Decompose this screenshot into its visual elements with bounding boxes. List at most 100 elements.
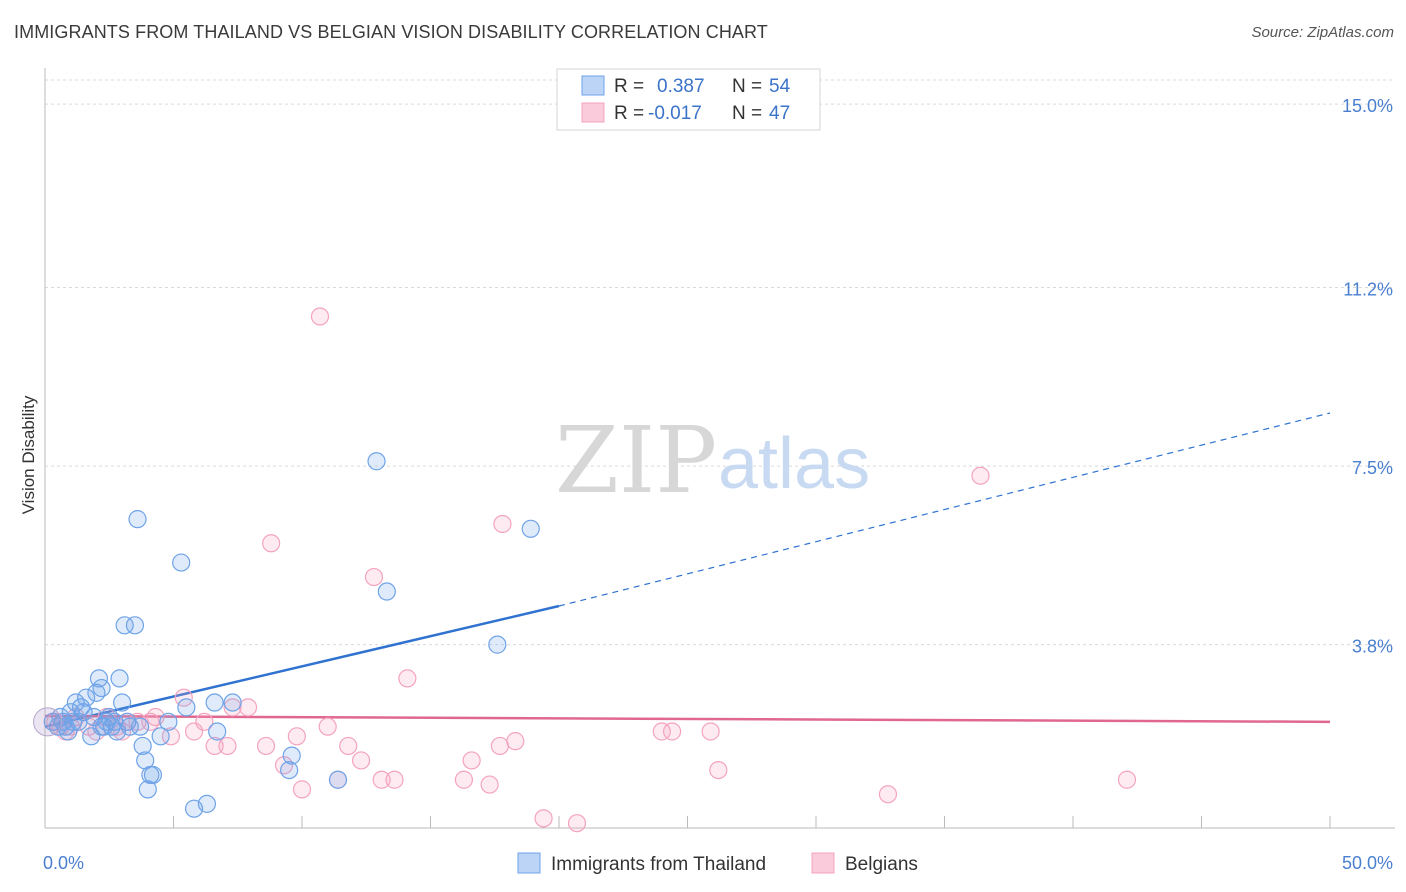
point-thailand <box>367 452 386 471</box>
point-thailand <box>172 553 191 572</box>
point-thailand <box>53 712 73 731</box>
series-swatch-thailand <box>517 852 541 874</box>
point-belgians <box>709 760 728 780</box>
watermark-atlas: atlas <box>718 424 870 504</box>
point-belgians <box>218 736 237 756</box>
point-belgians <box>567 814 587 833</box>
point-belgians <box>480 775 499 794</box>
point-belgians <box>534 809 553 828</box>
point-belgians <box>971 466 990 485</box>
point-belgians <box>490 736 509 756</box>
point-thailand <box>151 727 170 746</box>
point-belgians <box>274 756 294 775</box>
y-tick-label: 15.0% <box>1342 96 1393 116</box>
point-thailand <box>120 717 139 736</box>
point-thailand <box>133 736 152 756</box>
point-belgians <box>238 698 258 717</box>
chart-title: IMMIGRANTS FROM THAILAND VS BELGIAN VISI… <box>14 22 768 42</box>
point-thailand <box>143 765 163 785</box>
point-belgians <box>339 736 358 756</box>
point-thailand <box>136 751 155 770</box>
point-thailand <box>328 770 348 789</box>
point-thailand <box>521 519 540 538</box>
legend-swatch-belgians <box>581 102 605 123</box>
y-axis-label: Vision Disability <box>19 395 38 514</box>
point-belgians <box>506 732 525 751</box>
source-label: Source: ZipAtlas.com <box>1251 24 1394 41</box>
watermark-zip: ZIP <box>555 407 717 514</box>
point-belgians <box>462 751 481 770</box>
point-thailand <box>177 698 196 717</box>
point-thailand <box>130 717 150 736</box>
point-belgians <box>223 698 242 717</box>
point-belgians <box>195 712 214 731</box>
point-belgians <box>662 722 682 741</box>
series-swatch-belgians <box>811 852 835 874</box>
point-belgians <box>493 514 512 534</box>
trend-lines <box>44 412 1331 728</box>
point-belgians <box>372 770 391 789</box>
point-thailand <box>138 780 157 799</box>
point-thailand <box>92 678 111 698</box>
legend-n-label-belgians: N = <box>732 103 762 124</box>
point-thailand <box>377 582 396 601</box>
point-thailand <box>208 722 227 741</box>
point-thailand <box>205 693 224 712</box>
point-belgians <box>161 727 181 746</box>
point-thailand <box>125 616 145 635</box>
y-tick-label: 11.2% <box>1343 280 1393 300</box>
data-points <box>33 307 1137 833</box>
point-thailand <box>115 616 134 635</box>
point-belgians <box>262 534 281 553</box>
axes: 3.8% 7.5% 11.2% 15.0% 0.0% 50.0% <box>43 68 1395 873</box>
point-thailand <box>71 698 91 717</box>
point-belgians <box>318 717 337 736</box>
point-thailand <box>110 669 129 688</box>
point-belgians <box>310 307 330 326</box>
point-thailand <box>282 746 301 765</box>
point-thailand <box>488 635 507 654</box>
point-belgians <box>205 736 224 756</box>
point-belgians <box>385 770 404 789</box>
point-belgians <box>701 722 720 741</box>
point-thailand <box>59 722 78 741</box>
legend-r-value-belgians: -0.017 <box>648 103 702 124</box>
y-tick-label: 3.8% <box>1352 637 1393 657</box>
point-thailand <box>66 693 85 712</box>
legend-swatch-thailand <box>581 75 605 96</box>
series-label-belgians: Belgians <box>845 854 918 875</box>
series-legend: Immigrants from Thailand Belgians <box>517 852 918 875</box>
point-belgians <box>352 751 371 770</box>
point-belgians <box>292 780 312 799</box>
legend-n-label-thailand: N = <box>732 76 762 97</box>
point-thailand <box>223 693 242 712</box>
point-thailand <box>64 712 83 731</box>
point-cluster <box>33 707 63 737</box>
trend-line-thailand-extension <box>558 412 1331 607</box>
point-thailand <box>77 688 96 707</box>
series-label-thailand: Immigrants from Thailand <box>551 854 766 875</box>
y-tick-label: 7.5% <box>1352 458 1393 478</box>
gridlines <box>45 79 1395 646</box>
point-belgians <box>107 717 127 736</box>
legend-n-value-thailand: 54 <box>769 76 791 97</box>
point-belgians <box>878 785 898 804</box>
trend-line-belgians <box>44 714 1331 724</box>
point-belgians <box>141 712 160 731</box>
point-belgians <box>398 669 417 688</box>
legend-r-label-thailand: R = <box>614 76 644 97</box>
x-tick-label: 0.0% <box>43 853 84 873</box>
point-belgians <box>652 722 671 741</box>
watermark: ZIP atlas <box>555 407 870 514</box>
point-belgians <box>256 736 276 756</box>
stats-legend: R = 0.387 N = 54 R = -0.017 N = 47 <box>556 68 821 131</box>
point-thailand <box>159 712 178 731</box>
point-thailand <box>128 510 147 529</box>
x-tick-label: 50.0% <box>1342 853 1393 873</box>
point-thailand <box>280 760 299 780</box>
point-thailand <box>92 717 111 736</box>
point-belgians <box>1117 770 1137 789</box>
point-thailand <box>197 794 217 813</box>
legend-r-value-thailand: 0.387 <box>657 76 705 97</box>
